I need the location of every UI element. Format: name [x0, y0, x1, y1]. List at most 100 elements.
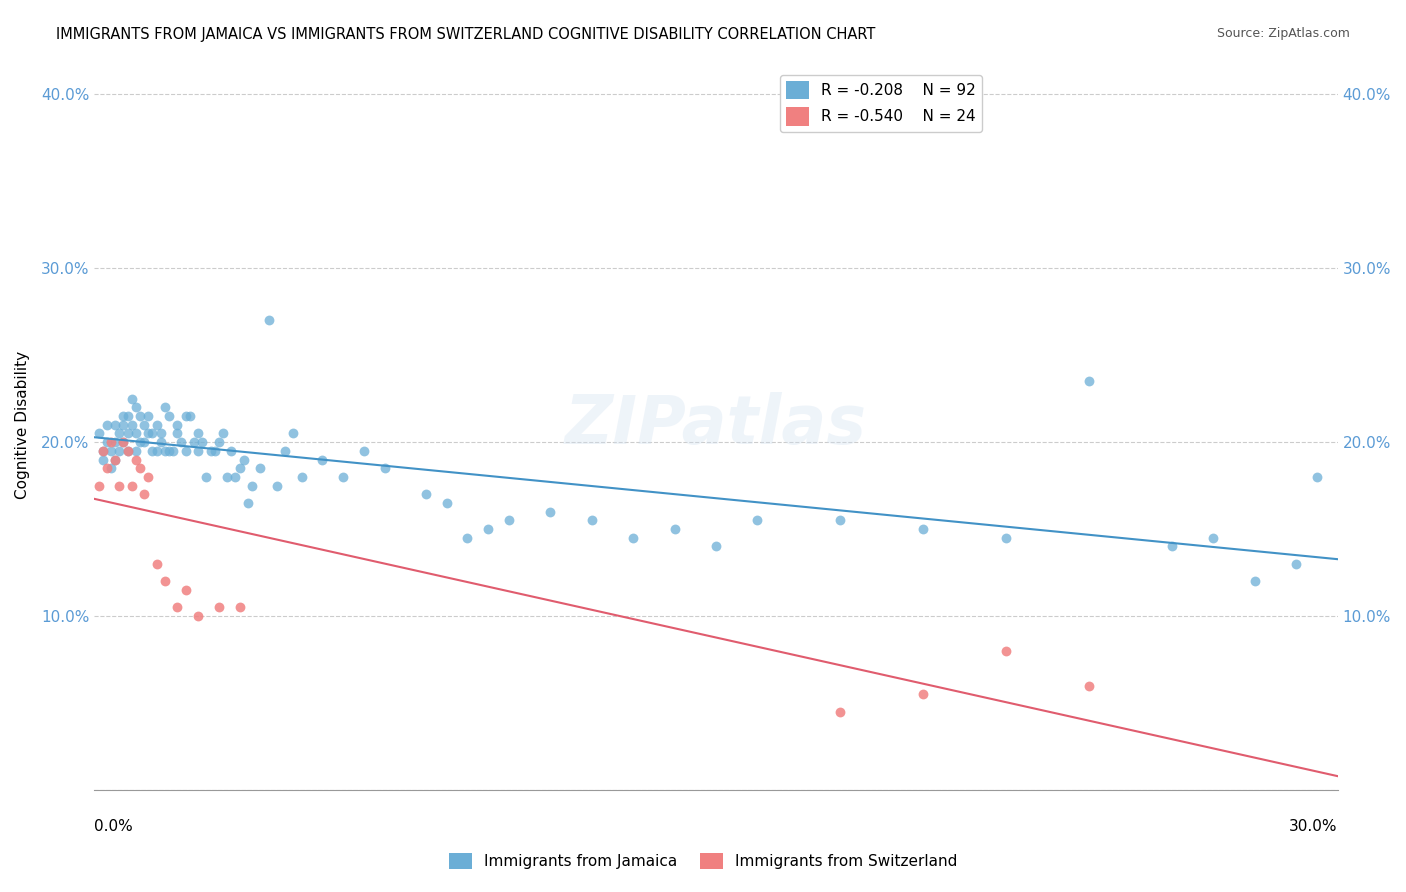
Point	[112, 435, 135, 450]
Point	[257, 313, 280, 327]
Point	[477, 522, 499, 536]
Point	[91, 452, 114, 467]
Point	[204, 443, 226, 458]
Point	[236, 496, 259, 510]
Point	[208, 600, 231, 615]
Point	[1078, 374, 1101, 388]
Point	[208, 435, 231, 450]
Point	[353, 443, 375, 458]
Point	[456, 531, 478, 545]
Point	[332, 470, 354, 484]
Point	[104, 452, 127, 467]
Point	[134, 487, 156, 501]
Point	[912, 522, 935, 536]
Point	[100, 435, 122, 450]
Point	[125, 443, 148, 458]
Point	[283, 426, 305, 441]
Point	[291, 470, 314, 484]
Point	[664, 522, 686, 536]
Legend: R = -0.208    N = 92, R = -0.540    N = 24: R = -0.208 N = 92, R = -0.540 N = 24	[780, 75, 981, 132]
Point	[125, 401, 148, 415]
Point	[162, 443, 184, 458]
Point	[125, 426, 148, 441]
Point	[830, 705, 852, 719]
Point	[219, 443, 242, 458]
Point	[1160, 540, 1182, 554]
Point	[87, 426, 110, 441]
Point	[187, 443, 209, 458]
Legend: Immigrants from Jamaica, Immigrants from Switzerland: Immigrants from Jamaica, Immigrants from…	[443, 847, 963, 875]
Point	[91, 443, 114, 458]
Point	[581, 513, 603, 527]
Point	[134, 435, 156, 450]
Point	[117, 409, 139, 423]
Point	[498, 513, 520, 527]
Text: ZIPatlas: ZIPatlas	[565, 392, 868, 458]
Point	[121, 417, 143, 432]
Point	[1285, 557, 1308, 571]
Point	[149, 435, 172, 450]
Point	[149, 426, 172, 441]
Point	[96, 435, 118, 450]
Text: 0.0%: 0.0%	[94, 819, 134, 834]
Point	[108, 478, 131, 492]
Point	[117, 426, 139, 441]
Point	[96, 461, 118, 475]
Point	[1306, 470, 1329, 484]
Point	[145, 417, 167, 432]
Text: IMMIGRANTS FROM JAMAICA VS IMMIGRANTS FROM SWITZERLAND COGNITIVE DISABILITY CORR: IMMIGRANTS FROM JAMAICA VS IMMIGRANTS FR…	[56, 27, 876, 42]
Point	[104, 417, 127, 432]
Point	[134, 417, 156, 432]
Point	[224, 470, 246, 484]
Point	[166, 426, 188, 441]
Point	[436, 496, 458, 510]
Point	[145, 443, 167, 458]
Y-axis label: Cognitive Disability: Cognitive Disability	[15, 351, 30, 499]
Point	[274, 443, 297, 458]
Text: Source: ZipAtlas.com: Source: ZipAtlas.com	[1216, 27, 1350, 40]
Point	[129, 435, 152, 450]
Point	[112, 435, 135, 450]
Point	[704, 540, 727, 554]
Point	[174, 582, 197, 597]
Point	[912, 687, 935, 701]
Point	[1078, 679, 1101, 693]
Point	[166, 417, 188, 432]
Point	[121, 392, 143, 406]
Point	[157, 409, 180, 423]
Point	[129, 409, 152, 423]
Point	[104, 435, 127, 450]
Point	[100, 443, 122, 458]
Point	[212, 426, 235, 441]
Point	[249, 461, 271, 475]
Point	[538, 505, 561, 519]
Point	[125, 452, 148, 467]
Point	[374, 461, 396, 475]
Point	[104, 452, 127, 467]
Point	[232, 452, 254, 467]
Point	[117, 443, 139, 458]
Text: 30.0%: 30.0%	[1289, 819, 1337, 834]
Point	[141, 426, 163, 441]
Point	[183, 435, 205, 450]
Point	[96, 417, 118, 432]
Point	[112, 417, 135, 432]
Point	[311, 452, 333, 467]
Point	[129, 461, 152, 475]
Point	[228, 461, 250, 475]
Point	[138, 409, 160, 423]
Point	[138, 426, 160, 441]
Point	[187, 426, 209, 441]
Point	[170, 435, 193, 450]
Point	[174, 443, 197, 458]
Point	[240, 478, 263, 492]
Point	[995, 644, 1018, 658]
Point	[108, 426, 131, 441]
Point	[830, 513, 852, 527]
Point	[621, 531, 644, 545]
Point	[112, 409, 135, 423]
Point	[191, 435, 214, 450]
Point	[157, 443, 180, 458]
Point	[1243, 574, 1265, 589]
Point	[153, 443, 176, 458]
